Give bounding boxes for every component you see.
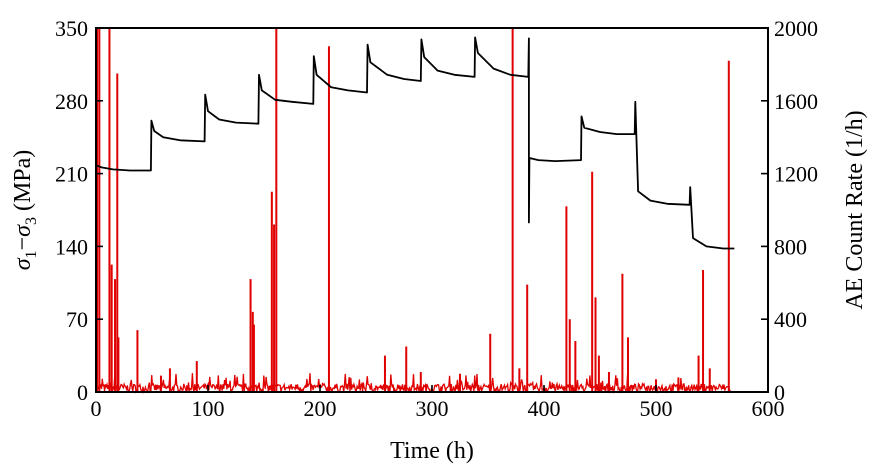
left-y-axis-title: σ1−σ3 (MPa) — [10, 150, 40, 271]
right-y-tick-label: 2000 — [774, 16, 818, 41]
axes: 0 100 200 300 400 500 600070140210280350040080… — [55, 16, 818, 421]
right-y-tick-label: 1200 — [774, 162, 818, 187]
right-y-tick-label: 800 — [774, 234, 807, 259]
x-tick-label: 100 — [192, 396, 225, 421]
left-y-tick-label: 140 — [55, 234, 88, 259]
left-y-tick-label: 280 — [55, 89, 88, 114]
x-tick-label: 600 — [752, 396, 785, 421]
ae-count-rate-series — [95, 373, 737, 395]
right-y-tick-label: 1600 — [774, 89, 818, 114]
x-axis-title: Time (h) — [390, 438, 474, 464]
x-tick-label: 500 — [640, 396, 673, 421]
x-tick-label: 300 — [416, 396, 449, 421]
right-y-tick-label: 0 — [774, 380, 785, 405]
plot-area — [95, 28, 737, 395]
plot-frame — [95, 27, 769, 393]
x-tick-label: 200 — [304, 396, 337, 421]
right-y-axis-title: AE Count Rate (1/h) — [842, 110, 868, 309]
ae-spike-group — [96, 28, 730, 392]
left-y-tick-label: 0 — [77, 380, 88, 405]
x-tick-label: 0 — [91, 396, 102, 421]
right-y-tick-label: 400 — [774, 307, 807, 332]
x-tick-label: 400 — [528, 396, 561, 421]
left-y-tick-label: 210 — [55, 162, 88, 187]
left-y-tick-label: 70 — [66, 307, 88, 332]
left-y-tick-label: 350 — [55, 16, 88, 41]
stress-series — [95, 36, 735, 250]
